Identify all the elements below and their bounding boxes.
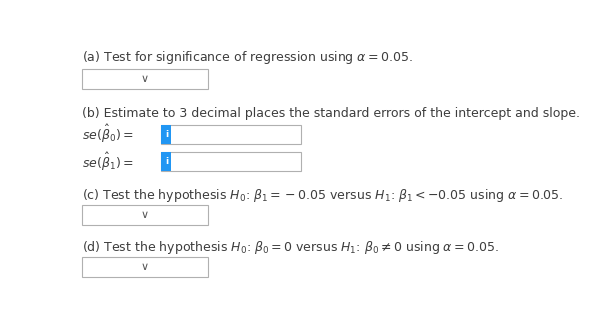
FancyBboxPatch shape	[161, 125, 171, 143]
FancyBboxPatch shape	[82, 69, 208, 89]
Text: (d) Test the hypothesis $H_0$: $\beta_0 = 0$ versus $H_1$: $\beta_0 \neq 0$ usin: (d) Test the hypothesis $H_0$: $\beta_0 …	[82, 239, 499, 256]
FancyBboxPatch shape	[161, 152, 301, 171]
FancyBboxPatch shape	[161, 152, 171, 171]
Text: ∨: ∨	[141, 210, 149, 220]
FancyBboxPatch shape	[82, 205, 208, 225]
FancyBboxPatch shape	[82, 257, 208, 277]
Text: i: i	[165, 130, 168, 139]
Text: i: i	[165, 157, 168, 166]
Text: ∨: ∨	[141, 262, 149, 272]
Text: (c) Test the hypothesis $H_0$: $\beta_1 = -0.05$ versus $H_1$: $\beta_1 < -0.05$: (c) Test the hypothesis $H_0$: $\beta_1 …	[82, 187, 564, 204]
Text: (a) Test for significance of regression using $\alpha = 0.05$.: (a) Test for significance of regression …	[82, 48, 413, 65]
Text: $se(\hat{\beta}_1) = $: $se(\hat{\beta}_1) = $	[82, 151, 134, 172]
FancyBboxPatch shape	[161, 125, 301, 143]
Text: $se(\hat{\beta}_0) = $: $se(\hat{\beta}_0) = $	[82, 123, 134, 145]
Text: (b) Estimate to 3 decimal places the standard errors of the intercept and slope.: (b) Estimate to 3 decimal places the sta…	[82, 108, 580, 120]
Text: ∨: ∨	[141, 74, 149, 84]
